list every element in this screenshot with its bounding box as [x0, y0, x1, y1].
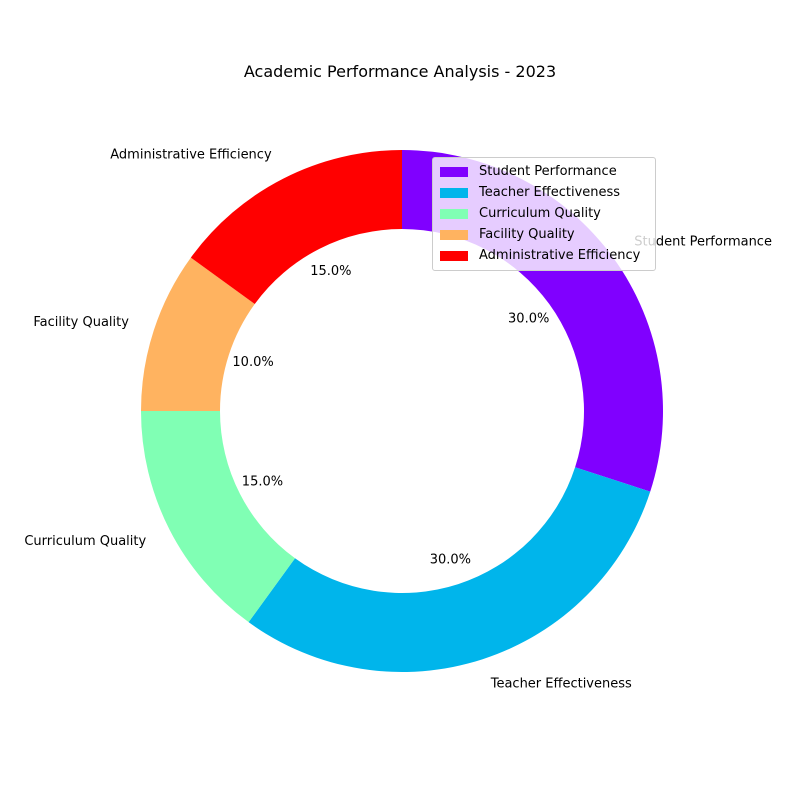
slice-label: Teacher Effectiveness [490, 677, 632, 692]
legend-entry: Facility Quality [433, 224, 655, 245]
slice-label: Student Performance [634, 235, 772, 250]
slice-label: Curriculum Quality [24, 534, 146, 549]
legend-swatch [440, 250, 468, 261]
donut-slice-administrative-efficiency [190, 150, 402, 305]
legend-swatch [440, 187, 468, 198]
legend-label: Curriculum Quality [479, 206, 601, 221]
percent-label: 10.0% [232, 355, 273, 370]
donut-slice-teacher-effectiveness [248, 467, 651, 673]
percent-label: 15.0% [310, 264, 351, 279]
legend-swatch [440, 166, 468, 177]
legend-entry: Administrative Efficiency [433, 245, 655, 266]
slice-label: Administrative Efficiency [110, 148, 272, 163]
legend-entry: Curriculum Quality [433, 203, 655, 224]
legend-entry: Student Performance [433, 161, 655, 182]
legend-entry: Teacher Effectiveness [433, 182, 655, 203]
percent-label: 30.0% [430, 552, 471, 567]
legend-label: Administrative Efficiency [479, 248, 641, 263]
donut-slice-curriculum-quality [141, 411, 296, 623]
donut-slice-facility-quality [141, 257, 255, 411]
legend-label: Teacher Effectiveness [479, 185, 621, 200]
chart-title: Academic Performance Analysis - 2023 [244, 62, 556, 81]
legend-swatch [440, 208, 468, 219]
legend-swatch [440, 229, 468, 240]
legend-label: Facility Quality [479, 227, 575, 242]
legend-label: Student Performance [479, 164, 617, 179]
slice-label: Facility Quality [33, 315, 129, 330]
chart-legend: Student Performance Teacher Effectivenes… [432, 157, 656, 271]
percent-label: 30.0% [508, 311, 549, 326]
percent-label: 15.0% [242, 475, 283, 490]
